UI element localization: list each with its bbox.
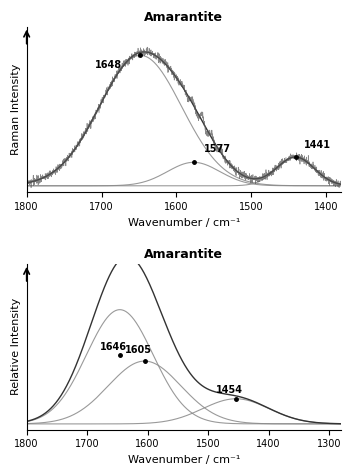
Text: 1454: 1454 <box>216 385 243 395</box>
Y-axis label: Raman Intensity: Raman Intensity <box>11 64 21 155</box>
X-axis label: Wavenumber / cm⁻¹: Wavenumber / cm⁻¹ <box>128 218 240 228</box>
Text: 1441: 1441 <box>304 140 331 150</box>
Text: 1605: 1605 <box>125 345 152 355</box>
Text: 1646: 1646 <box>100 342 127 352</box>
Y-axis label: Relative Intensity: Relative Intensity <box>11 298 21 396</box>
Text: 1577: 1577 <box>204 144 231 154</box>
Title: Amarantite: Amarantite <box>144 11 223 24</box>
X-axis label: Wavenumber / cm⁻¹: Wavenumber / cm⁻¹ <box>128 455 240 465</box>
Text: 1648: 1648 <box>95 60 122 70</box>
Title: Amarantite: Amarantite <box>144 248 223 261</box>
